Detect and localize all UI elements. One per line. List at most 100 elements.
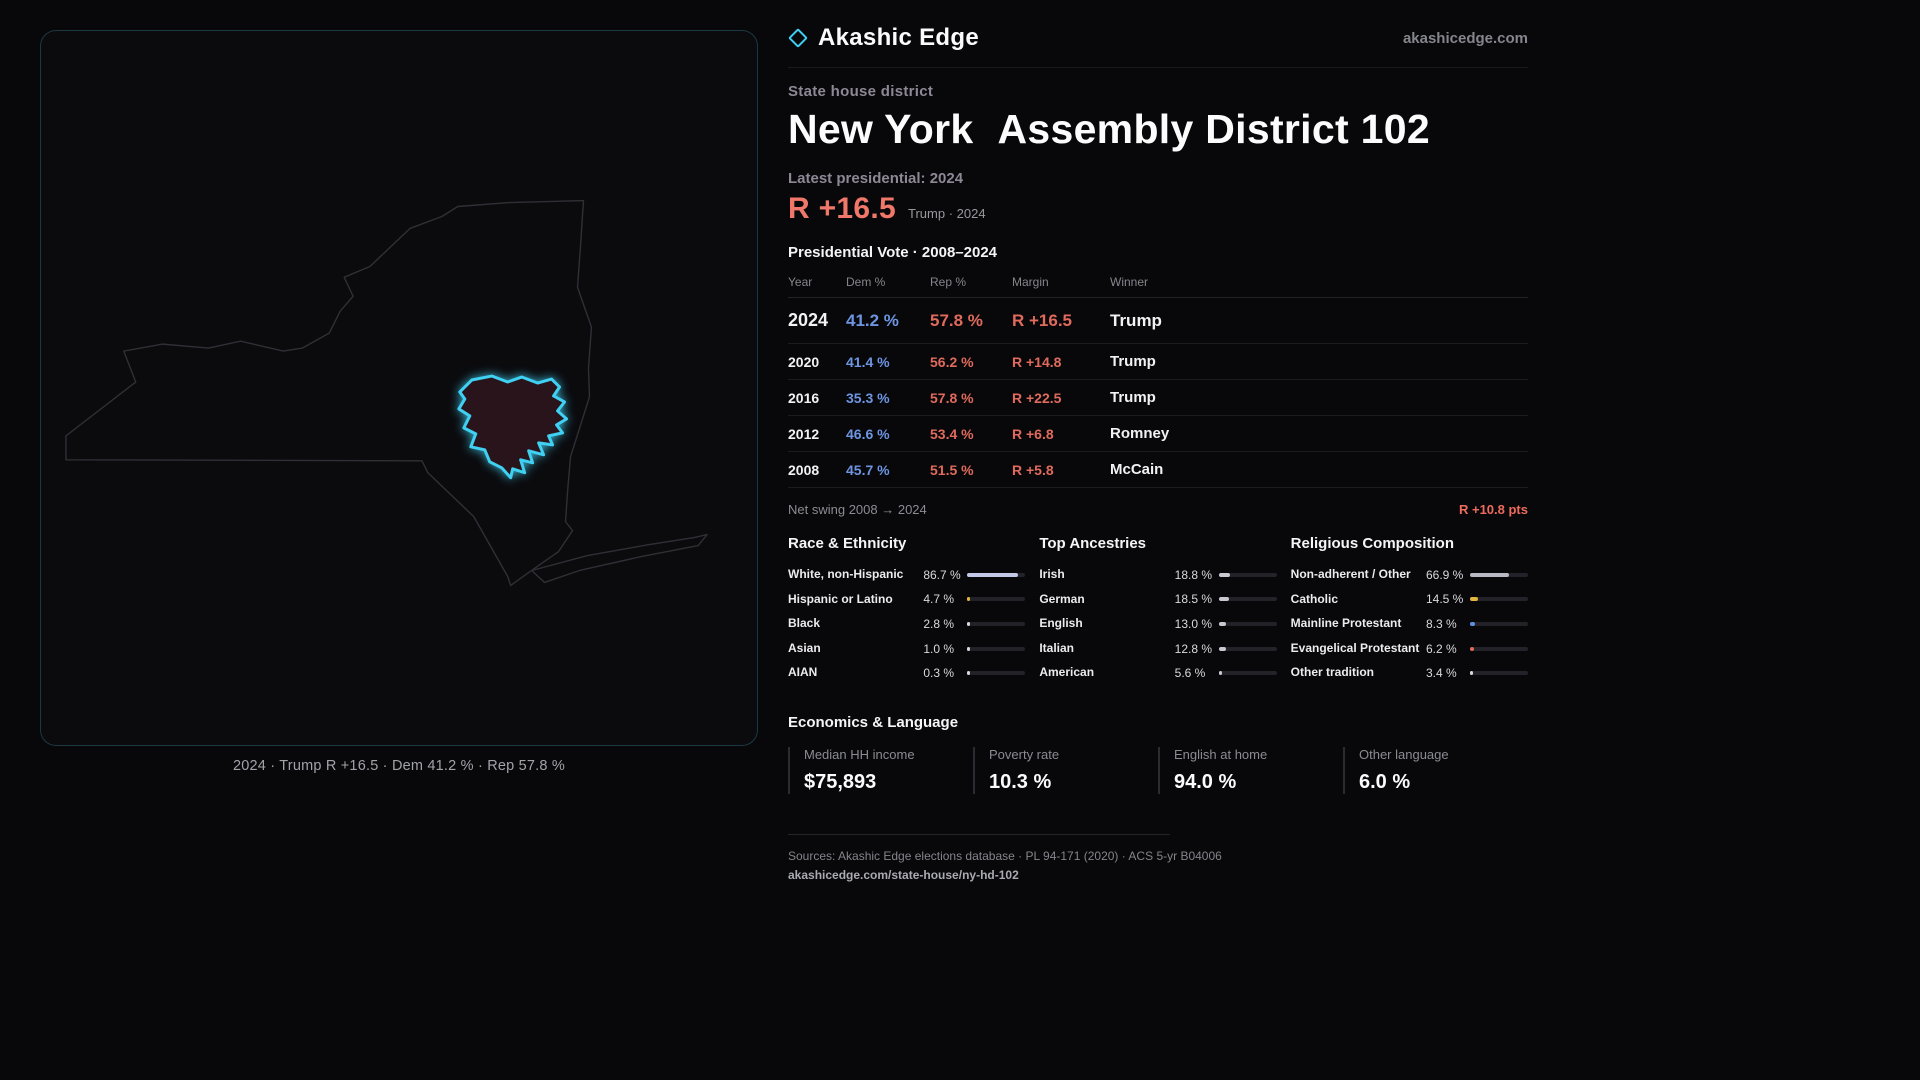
cell-rep-pct: 57.8 % — [930, 389, 974, 406]
demo-value: 8.3 % — [1425, 616, 1457, 631]
demo-label: Irish — [1039, 567, 1065, 581]
diamond-icon — [788, 28, 808, 48]
stat-label: Poverty rate — [989, 746, 1060, 762]
demo-value: 12.8 % — [1174, 641, 1213, 656]
footer-divider — [788, 833, 1170, 835]
cell-dem-pct: 41.2 % — [846, 310, 899, 330]
demo-value: 18.8 % — [1174, 567, 1213, 582]
latest-presidential-label: Latest presidential: 2024 — [788, 170, 964, 187]
col-header-margin: Margin — [1012, 275, 1049, 289]
demo-bar — [1469, 646, 1528, 651]
stat-label: Other language — [1359, 746, 1449, 762]
district-shape[interactable] — [457, 374, 569, 480]
ancestries-panel: Top Ancestries Irish 18.8 % German 18.5 … — [1039, 535, 1277, 690]
brand-name: Akashic Edge — [818, 24, 979, 51]
headline-margin-note: Trump · 2024 — [908, 206, 986, 221]
demo-label: Evangelical Protestant — [1290, 640, 1420, 655]
map-panel: 2024 · Trump R +16.5 · Dem 41.2 % · Rep … — [40, 30, 758, 774]
race-ethnicity-title: Race & Ethnicity — [788, 535, 907, 552]
demo-bar-fill — [1218, 671, 1222, 676]
demo-row: Evangelical Protestant 6.2 % — [1291, 641, 1528, 657]
stat-value: $75,893 — [804, 770, 877, 793]
demo-row: Hispanic or Latino 4.7 % — [788, 591, 1026, 608]
cell-winner: Trump — [1110, 353, 1156, 370]
demo-value: 5.6 % — [1174, 666, 1206, 681]
table-row-2008: 2008 45.7 % 51.5 % R +5.8 McCain — [788, 452, 1528, 488]
demo-value: 0.3 % — [923, 666, 955, 681]
demo-value: 18.5 % — [1174, 592, 1213, 607]
religion-title: Religious Composition — [1290, 535, 1454, 552]
demo-value: 6.2 % — [1425, 641, 1457, 656]
cell-rep-pct: 57.8 % — [930, 310, 983, 330]
demo-row: Asian 1.0 % — [788, 640, 1026, 657]
cell-dem-pct: 41.4 % — [846, 353, 890, 370]
demo-bar — [1218, 646, 1277, 651]
permalink-link[interactable]: akashicedge.com/state-house/ny-hd-102 — [788, 867, 1019, 882]
cell-rep-pct: 53.4 % — [930, 425, 974, 442]
demo-label: German — [1039, 591, 1085, 606]
brand-site-link[interactable]: akashicedge.com — [1402, 29, 1528, 47]
state-outline — [65, 199, 593, 587]
demo-value: 66.9 % — [1425, 567, 1464, 582]
long-island-outline — [530, 533, 708, 584]
demo-bar — [1218, 671, 1277, 676]
cell-winner: Romney — [1110, 425, 1170, 442]
demographics-section: Race & Ethnicity White, non-Hispanic 86.… — [788, 535, 1528, 690]
cell-year: 2016 — [788, 389, 820, 406]
stat-value: 94.0 % — [1174, 770, 1237, 793]
vote-table: Year Dem % Rep % Margin Winner 2024 41.2… — [788, 265, 1528, 488]
table-row-2020: 2020 41.4 % 56.2 % R +14.8 Trump — [788, 344, 1528, 380]
vote-table-title: Presidential Vote · 2008–2024 — [788, 244, 998, 261]
demo-bar — [1218, 597, 1277, 602]
demo-bar-fill — [1469, 646, 1474, 651]
cell-winner: McCain — [1110, 461, 1164, 478]
footer: Sources: Akashic Edge elections database… — [788, 833, 1528, 882]
demo-bar — [967, 572, 1026, 577]
demo-label: White, non-Hispanic — [788, 567, 904, 581]
stat-value: 6.0 % — [1359, 770, 1411, 793]
cell-margin: R +14.8 — [1012, 353, 1062, 370]
stat-english-at-home: English at home 94.0 % — [1158, 746, 1343, 794]
net-swing-value: R +10.8 pts — [1458, 502, 1528, 517]
demo-bar — [967, 671, 1026, 676]
cell-margin: R +6.8 — [1012, 425, 1054, 442]
religion-panel: Religious Composition Non-adherent / Oth… — [1291, 535, 1528, 690]
map-caption: 2024 · Trump R +16.5 · Dem 41.2 % · Rep … — [233, 758, 565, 774]
stat-poverty-rate: Poverty rate 10.3 % — [973, 746, 1158, 794]
demo-bar — [967, 621, 1026, 626]
cell-margin: R +16.5 — [1012, 310, 1073, 330]
demo-label: Hispanic or Latino — [788, 591, 893, 606]
cell-winner: Trump — [1110, 389, 1156, 406]
stat-value: 10.3 % — [989, 770, 1052, 793]
stat-label: Median HH income — [804, 746, 915, 762]
demo-label: Asian — [788, 640, 821, 655]
demo-bar — [1469, 597, 1528, 602]
demo-bar-fill — [1469, 597, 1479, 602]
demo-bar — [1218, 621, 1277, 626]
page-title: New York Assembly District 102 — [788, 106, 1528, 153]
district-map-card — [40, 30, 758, 746]
col-header-year: Year — [788, 275, 813, 289]
demo-bar-fill — [967, 572, 1018, 577]
demo-value: 14.5 % — [1425, 592, 1464, 607]
net-swing-label: Net swing 2008 → 2024 — [788, 502, 927, 517]
demo-row: American 5.6 % — [1039, 665, 1277, 681]
table-row-2024: 2024 41.2 % 57.8 % R +16.5 Trump — [788, 298, 1528, 344]
demo-bar-fill — [967, 671, 971, 676]
cell-rep-pct: 51.5 % — [930, 461, 974, 478]
economics-stats: Median HH income $75,893 Poverty rate 10… — [788, 746, 1528, 794]
demo-row: Italian 12.8 % — [1039, 641, 1277, 657]
demo-row: English 13.0 % — [1039, 616, 1277, 632]
demo-row: Non-adherent / Other 66.9 % — [1291, 567, 1528, 583]
demo-value: 3.4 % — [1425, 666, 1457, 681]
col-header-dem: Dem % — [846, 275, 886, 289]
race-ethnicity-panel: Race & Ethnicity White, non-Hispanic 86.… — [788, 535, 1026, 690]
demo-bar-fill — [1218, 621, 1227, 626]
demo-bar-fill — [1469, 671, 1473, 676]
demo-value: 13.0 % — [1174, 616, 1213, 631]
net-swing-row: Net swing 2008 → 2024 R +10.8 pts — [788, 502, 1528, 517]
table-row-2016: 2016 35.3 % 57.8 % R +22.5 Trump — [788, 380, 1528, 416]
page-title-district: Assembly District 102 — [997, 106, 1430, 152]
demo-value: 2.8 % — [923, 616, 955, 631]
demo-bar — [1469, 572, 1528, 577]
